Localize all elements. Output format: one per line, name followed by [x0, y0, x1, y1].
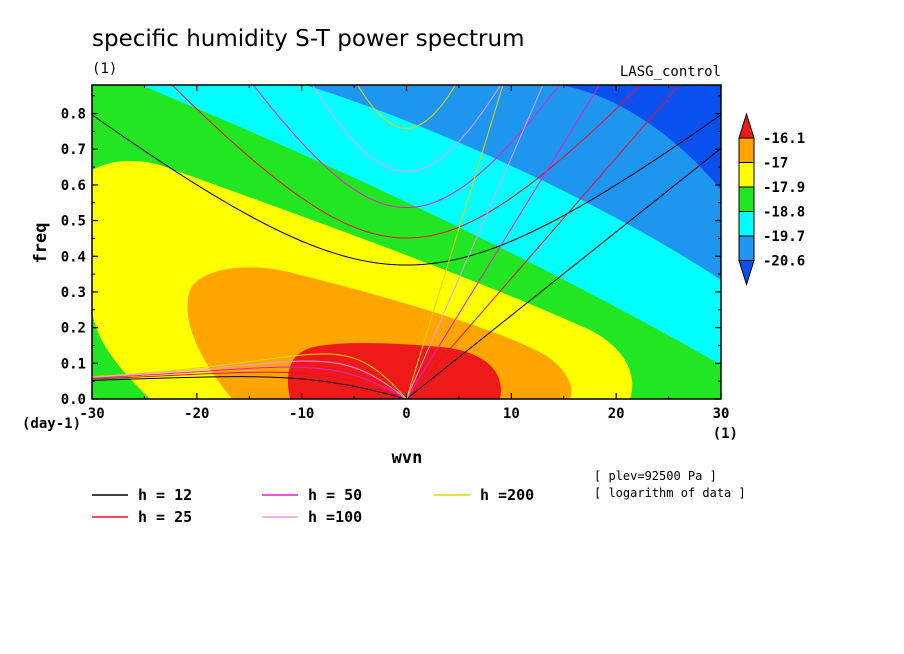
x-tick-label: 10	[503, 406, 520, 422]
y-tick-label: 0.3	[61, 285, 86, 301]
x-tick-label: 30	[713, 406, 730, 422]
kelvin-curve-h12	[406, 147, 721, 399]
gravity-curve-h100	[311, 85, 502, 172]
band-red	[287, 343, 501, 399]
gravity-curve-h12	[92, 114, 721, 266]
rossby-curve-h100	[92, 360, 407, 399]
dispersion-curves	[92, 85, 721, 399]
kelvin-curve-h25	[406, 85, 681, 399]
chart-title: specific humidity S-T power spectrum	[92, 26, 524, 52]
kelvin-curve-h200	[406, 85, 504, 399]
colorbar-top-arrow	[738, 112, 755, 139]
y-tick-label: 0.7	[61, 142, 86, 158]
chart-subtitle-right: LASG_control	[620, 64, 721, 80]
x-unit-label: (1)	[713, 426, 738, 442]
note-plev: [ plev=92500 Pa ]	[594, 469, 717, 483]
colorbar-label: -17.9	[763, 180, 805, 196]
y-tick-label: 0.0	[61, 392, 86, 408]
colorbar-segment	[738, 211, 755, 237]
y-tick-label: 0.2	[61, 321, 86, 337]
x-tick-label: 20	[608, 406, 625, 422]
legend-label: h = 12	[138, 486, 192, 504]
rossby-curve-h200	[92, 353, 407, 399]
legend-label: h = 50	[308, 486, 362, 504]
colorbar-segment	[738, 235, 755, 261]
plot-area	[92, 85, 721, 399]
colorbar-label: -16.1	[763, 131, 805, 147]
x-tick-label: -30	[79, 406, 104, 422]
colorbar-bottom-arrow	[738, 260, 755, 287]
legend-label: h =100	[308, 508, 362, 526]
colorbar-segment	[738, 186, 755, 212]
rossby-curve-h25	[92, 371, 407, 399]
y-tick-label: 0.8	[61, 107, 86, 123]
legend-label: h = 25	[138, 508, 192, 526]
rossby-curve-h50	[92, 366, 407, 399]
colorbar-segment	[738, 162, 755, 188]
gravity-curve-h50	[252, 85, 561, 209]
colorbar-segment	[738, 137, 755, 163]
x-tick-label: -20	[184, 406, 209, 422]
note-log: [ logarithm of data ]	[594, 486, 746, 500]
x-axis-label: wvn	[392, 448, 423, 468]
legend: h = 12 h = 25 h = 50 h =100 h =200	[92, 486, 534, 526]
chart-subtitle-left: (1)	[92, 61, 117, 77]
colorbar: -16.1 -17 -17.9 -18.8 -19.7 -20.6	[738, 112, 805, 287]
x-tick-label: 0	[402, 406, 410, 422]
y-axis-label: freq	[31, 223, 51, 264]
colorbar-label: -18.8	[763, 205, 805, 221]
kelvin-curve-h50	[406, 85, 601, 399]
legend-label: h =200	[480, 486, 534, 504]
y-tick-label: 0.6	[61, 178, 86, 194]
y-tick-label: 0.5	[61, 214, 86, 230]
gravity-curve-h25	[171, 85, 642, 239]
rossby-curve-h12	[92, 376, 407, 399]
colorbar-label: -20.6	[763, 254, 805, 270]
kelvin-curve-h100	[406, 85, 544, 399]
y-unit-label: (day-1)	[22, 416, 81, 432]
colorbar-label: -19.7	[763, 229, 805, 245]
x-tick-label: -10	[289, 406, 314, 422]
y-tick-label: 0.1	[61, 356, 86, 372]
y-tick-label: 0.4	[61, 249, 86, 265]
gravity-curve-h200	[357, 85, 456, 129]
axis-ticks: -30 -20 -10 0 10 20 30 0.0 0.1 0.2 0.3 0.4 0.5 0.6 0.7…	[61, 85, 730, 422]
colorbar-label: -17	[763, 156, 788, 172]
